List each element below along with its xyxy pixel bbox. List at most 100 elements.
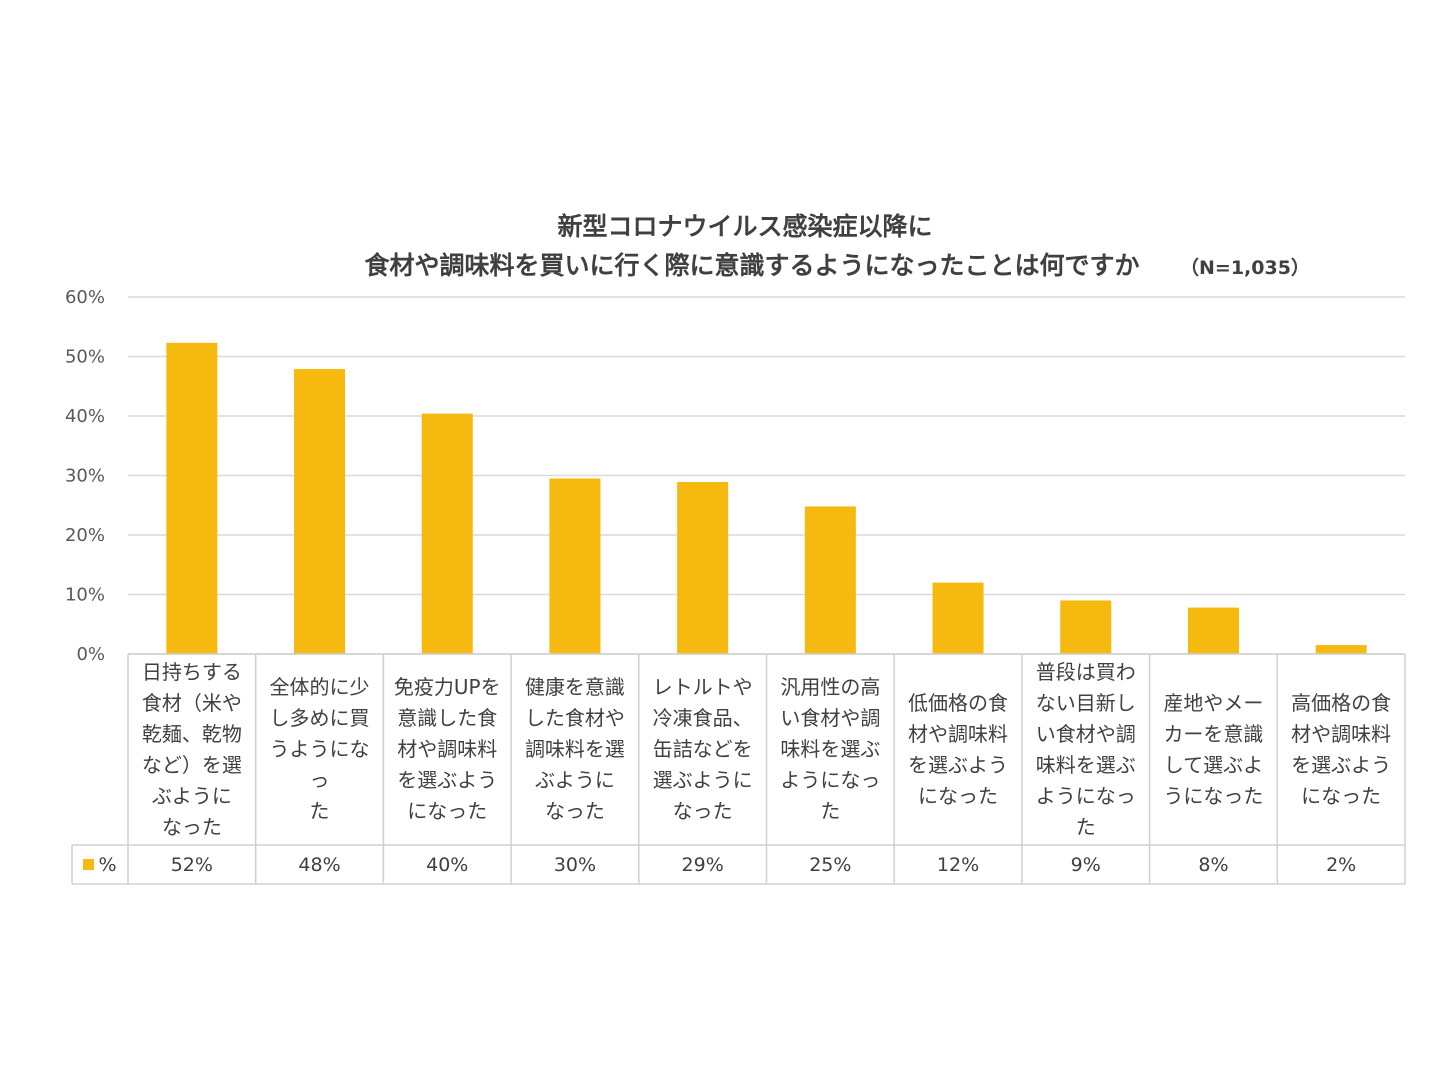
y-axis-ticks: 0% 10% 20% 30% 40% 50% 60% [65, 287, 105, 665]
category-label-line: た [309, 799, 330, 823]
category-label-line: た [820, 799, 841, 823]
data-label: 9% [1070, 853, 1101, 876]
category-label: 低価格の食 材や調味料 を選ぶよう になった [894, 654, 1022, 845]
bar [677, 482, 729, 654]
category-label-text: 低価格の食 材や調味料 を選ぶよう になった [908, 688, 1008, 812]
category-label: 普段は買わない目新しい食材や調味料を選ぶようになった [1022, 654, 1150, 845]
category-label-line: 産地やメー [1163, 690, 1264, 715]
category-label-text: 全体的に少し多めに買うようになった [260, 672, 380, 827]
y-tick-label: 40% [65, 406, 105, 427]
category-label-line: して選ぶよ [1163, 752, 1264, 777]
category-label-line: なった [544, 799, 605, 823]
data-label: 25% [809, 853, 852, 876]
sample-size-note: （N=1,035） [1180, 256, 1310, 279]
bar [932, 582, 984, 654]
bar [1315, 645, 1367, 654]
y-tick-label: 50% [65, 347, 105, 368]
category-label-line: 冷凍食品、 [652, 706, 753, 730]
category-label-text: 免疫力UPを 意識した食材や調味料を選ぶようになった [394, 672, 501, 827]
y-tick-label: 0% [76, 644, 105, 665]
category-label-line: 日持ちする [141, 659, 242, 684]
category-label-line: 調味料を選 [524, 737, 625, 761]
category-label-line: 健康を意識 [524, 675, 625, 699]
data-label: 52% [170, 853, 213, 876]
category-label-line: 味料を選ぶ [780, 737, 881, 761]
category-label-line: 缶詰などを [652, 737, 753, 761]
legend-swatch [83, 859, 95, 870]
category-label-line: 材や調味料 [1291, 721, 1392, 746]
data-label: 40% [426, 853, 469, 876]
category-label-text: 日持ちする 食材（米や 乾麺、乾物 など）を選 ぶように なった [142, 657, 242, 843]
y-tick-label: 20% [65, 525, 105, 546]
bar [294, 368, 346, 654]
data-label: 29% [681, 853, 724, 876]
data-label: 48% [298, 853, 341, 876]
category-label-line: を選ぶよう [397, 768, 498, 792]
category-label-line: になった [407, 799, 488, 823]
category-label-line: レトルトや [652, 675, 753, 699]
category-label: 全体的に少し多めに買うようになった [256, 654, 384, 845]
category-label-line: 選ぶように [652, 768, 753, 792]
category-label-line: 高価格の食 [1291, 690, 1392, 715]
category-label-line: 乾麺、乾物 [141, 721, 242, 746]
category-label-text: 健康を意識した食材や調味料を選ぶようになった [525, 672, 625, 827]
category-label-line: ようになっ [780, 768, 881, 792]
category-label-line: ない目新し [1035, 690, 1136, 715]
category-label-line: を選ぶよう [908, 752, 1009, 777]
bar [1060, 600, 1112, 654]
category-label-line: 免疫力UPを [393, 675, 501, 699]
category-label: 汎用性の高い食材や調味料を選ぶようになった [767, 654, 895, 845]
category-label-line: た [1075, 814, 1096, 839]
category-label-line: 全体的に少 [269, 675, 370, 699]
category-label: 日持ちする 食材（米や 乾麺、乾物 など）を選 ぶように なった [128, 654, 256, 845]
category-label-line: 食材（米や [141, 690, 242, 715]
category-label-line: 低価格の食 [908, 690, 1009, 715]
category-label-line: い食材や調 [1035, 721, 1136, 746]
chart-title-line-1: 新型コロナウイルス感染症以降に [557, 212, 932, 241]
category-label-line: 味料を選ぶ [1035, 752, 1136, 777]
bar [166, 342, 218, 654]
category-label-line: し多めに買 [269, 706, 370, 730]
category-label-line: 汎用性の高 [780, 675, 881, 699]
bar [421, 413, 473, 654]
category-label-line: ぶように [151, 783, 232, 808]
category-label: 産地やメーカーを意識して選ぶようになった [1150, 654, 1278, 845]
category-label: 高価格の食材や調味料を選ぶようになった [1277, 654, 1405, 845]
category-label-text: レトルトや冷凍食品、缶詰などを選ぶようになった [653, 672, 753, 827]
category-label-text: 産地やメーカーを意識して選ぶようになった [1163, 688, 1263, 812]
y-tick-label: 10% [65, 585, 105, 606]
bar [1187, 607, 1239, 654]
legend-label: % [98, 853, 117, 876]
y-tick-label: 60% [65, 287, 105, 308]
y-tick-label: 30% [65, 466, 105, 487]
category-label-line: 材や調味料 [397, 737, 498, 761]
category-label-line: うようになっ [269, 737, 370, 792]
category-label: 免疫力UPを 意識した食材や調味料を選ぶようになった [383, 654, 511, 845]
category-label-line: 意識した食 [397, 706, 498, 730]
category-label-line: した食材や [524, 706, 625, 730]
chart-title-line-2: 食材や調味料を買いに行く際に意識するようになったことは何ですか [364, 251, 1139, 280]
data-table-grid [71, 653, 1406, 885]
legend-entry: % [72, 845, 128, 884]
category-label-line: など）を選 [141, 752, 242, 777]
category-label-text: 汎用性の高い食材や調味料を選ぶようになった [780, 672, 880, 827]
category-label-line: を選ぶよう [1291, 752, 1392, 777]
category-label-line: なった [672, 799, 733, 823]
chart-title: 新型コロナウイルス感染症以降に 食材や調味料を買いに行く際に意識するようになった… [364, 212, 1309, 280]
category-label-text: 高価格の食材や調味料を選ぶようになった [1291, 688, 1391, 812]
data-label: 30% [553, 853, 597, 876]
category-label: 健康を意識した食材や調味料を選ぶようになった [511, 654, 639, 845]
bars [166, 342, 1367, 654]
category-label-line: ようになっ [1035, 783, 1136, 808]
data-label: 8% [1198, 853, 1229, 876]
category-label-line: カーを意識 [1163, 721, 1264, 746]
category-label-line: い食材や調 [780, 706, 881, 730]
category-label-line: 普段は買わ [1035, 659, 1136, 684]
category-label-line: ぶように [534, 768, 615, 792]
category-label-line: になった [1301, 783, 1382, 808]
category-label: レトルトや冷凍食品、缶詰などを選ぶようになった [639, 654, 767, 845]
category-label-line: 材や調味料 [908, 721, 1009, 746]
category-label-line: うになった [1163, 783, 1264, 808]
data-label: 2% [1326, 853, 1357, 876]
